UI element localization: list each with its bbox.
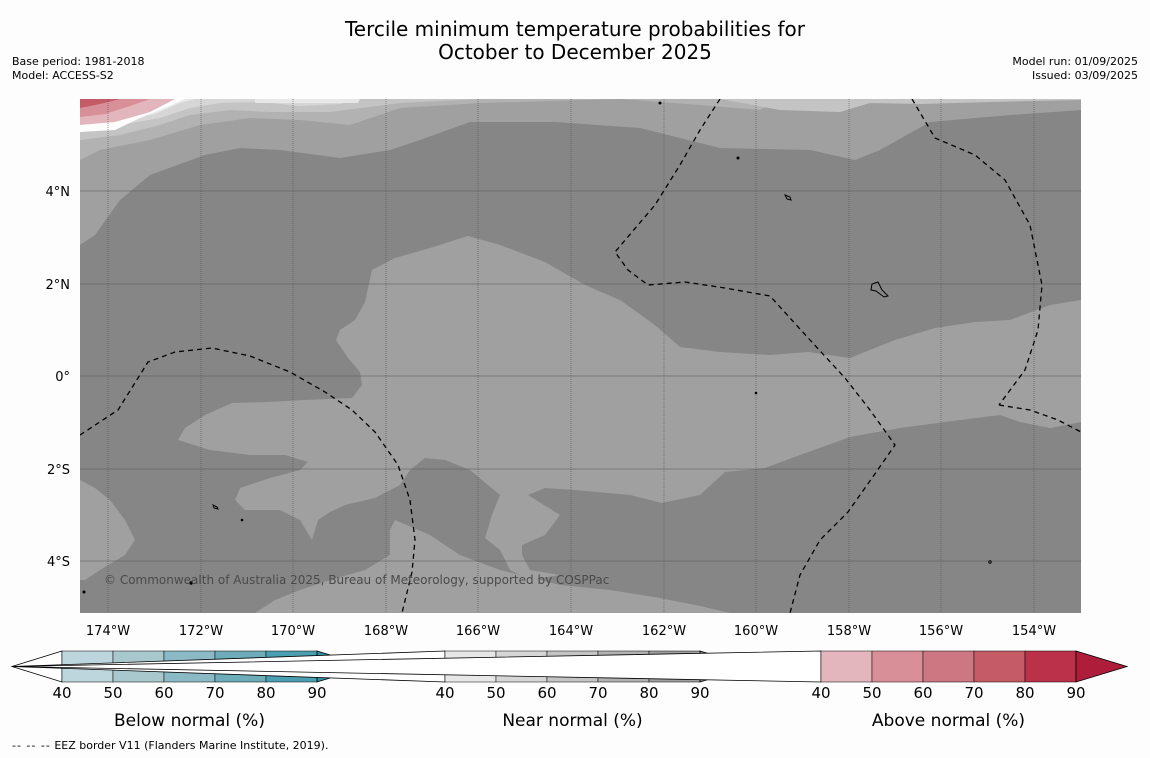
island-outline <box>870 281 889 298</box>
footnote-dash-symbol: -- -- -- <box>12 739 51 752</box>
colorbar-title: Below normal (%) <box>114 711 265 731</box>
latitude-label: 4°N <box>46 185 71 200</box>
latitude-label: 0° <box>55 370 70 385</box>
latitude-label: 4°S <box>47 555 70 570</box>
island-dot <box>240 518 244 522</box>
colorbar-tick-label: 70 <box>964 684 983 702</box>
issued-date: Issued: 03/09/2025 <box>1031 69 1138 82</box>
title-line-1: Tercile minimum temperature probabilitie… <box>344 17 806 41</box>
colorbar-tick-label: 50 <box>862 684 881 702</box>
colorbar-tick-label: 40 <box>811 684 830 702</box>
near-normal-60-north-band <box>80 99 1081 112</box>
longitude-label: 158°W <box>827 624 871 639</box>
eez-border-line <box>998 404 1081 433</box>
colorbar-tick-label: 90 <box>690 684 709 702</box>
colorbar-tick-label: 60 <box>537 684 556 702</box>
near-normal-80-south <box>255 520 730 613</box>
longitude-label: 170°W <box>271 624 315 639</box>
island-dot <box>658 101 662 105</box>
run-info: Model run: 01/09/2025 Issued: 03/09/2025 <box>1012 55 1138 83</box>
longitude-labels: 174°W 172°W 170°W 168°W 166°W 164°W 162°W 160°W… <box>86 624 1056 639</box>
copyright-notice: © Commonwealth of Australia 2025, Bureau… <box>104 573 609 587</box>
model-name: Model: ACCESS-S2 <box>12 69 114 82</box>
near-normal-70-north-band <box>80 99 780 160</box>
above-normal-70-corner <box>80 99 120 108</box>
colorbar-tick-label: 70 <box>205 684 224 702</box>
eez-border-line <box>80 347 416 613</box>
islands <box>82 101 992 594</box>
near-normal-80-central <box>178 236 1081 580</box>
colorbar-segment <box>922 650 975 683</box>
map-title: Tercile minimum temperature probabilitie… <box>0 18 1150 64</box>
colorbar-tick-label: 60 <box>154 684 173 702</box>
near-normal-80-north-band <box>80 99 1081 245</box>
island-outline <box>783 194 792 201</box>
colorbar-title: Above normal (%) <box>872 711 1025 731</box>
colorbar-title: Near normal (%) <box>502 711 642 731</box>
latitude-labels: 4°N 2°N 0° 2°S 4°S <box>46 185 71 570</box>
colorbar-tick-label: 40 <box>52 684 71 702</box>
colorbar-tick-label: 50 <box>486 684 505 702</box>
graticule <box>80 99 1081 613</box>
longitude-label: 154°W <box>1012 624 1056 639</box>
colorbar-3: 40 50 60 70 80 90 Above normal (%) <box>11 650 1129 731</box>
near-normal-80-southwest <box>80 480 135 580</box>
colorbar-segment <box>871 650 924 683</box>
island-dot <box>988 560 992 564</box>
latitude-label: 2°N <box>46 278 71 293</box>
longitude-label: 162°W <box>642 624 686 639</box>
colorbar-tick-label: 80 <box>1015 684 1034 702</box>
island-dot <box>82 590 86 594</box>
colorbar-segment <box>1024 650 1077 683</box>
colorbar-tick-label: 80 <box>639 684 658 702</box>
base-period: Base period: 1981-2018 <box>12 55 145 68</box>
longitude-label: 174°W <box>86 624 130 639</box>
island-dot <box>189 581 193 585</box>
colorbar-tick-label: 80 <box>256 684 275 702</box>
longitude-label: 164°W <box>549 624 593 639</box>
colorbar-tick-label: 60 <box>913 684 932 702</box>
title-line-2: October to December 2025 <box>438 40 712 64</box>
longitude-label: 168°W <box>364 624 408 639</box>
eez-borders <box>80 99 1081 613</box>
island-dot <box>736 156 740 160</box>
latitude-label: 2°S <box>47 463 70 478</box>
island-outline <box>212 504 219 510</box>
legend-colorbars: 40 50 60 70 80 90 Below normal (%) 40 50 60 70 80 90… <box>10 650 1129 731</box>
longitude-label: 156°W <box>919 624 963 639</box>
colorbar-tick-label: 50 <box>103 684 122 702</box>
probability-map: © Commonwealth of Australia 2025, Bureau… <box>80 99 1081 613</box>
colorbar-tick-label: 70 <box>588 684 607 702</box>
colorbar-tick-label: 90 <box>307 684 326 702</box>
eez-border-line <box>614 99 896 613</box>
model-run-date: Model run: 01/09/2025 <box>1012 55 1138 68</box>
colorbar-extend-high <box>1075 650 1129 683</box>
longitude-label: 166°W <box>456 624 500 639</box>
longitude-label: 160°W <box>734 624 778 639</box>
colorbar-tick-label: 40 <box>435 684 454 702</box>
footnote-text: EEZ border V11 (Flanders Marine Institut… <box>54 739 329 752</box>
colorbar-segment <box>973 650 1026 683</box>
model-info: Base period: 1981-2018 Model: ACCESS-S2 <box>12 55 144 83</box>
island-dot <box>754 391 758 395</box>
longitude-label: 172°W <box>179 624 223 639</box>
colorbar-segment <box>820 650 873 683</box>
colorbar-tick-label: 90 <box>1066 684 1085 702</box>
eez-footnote: -- -- -- EEZ border V11 (Flanders Marine… <box>12 739 328 752</box>
